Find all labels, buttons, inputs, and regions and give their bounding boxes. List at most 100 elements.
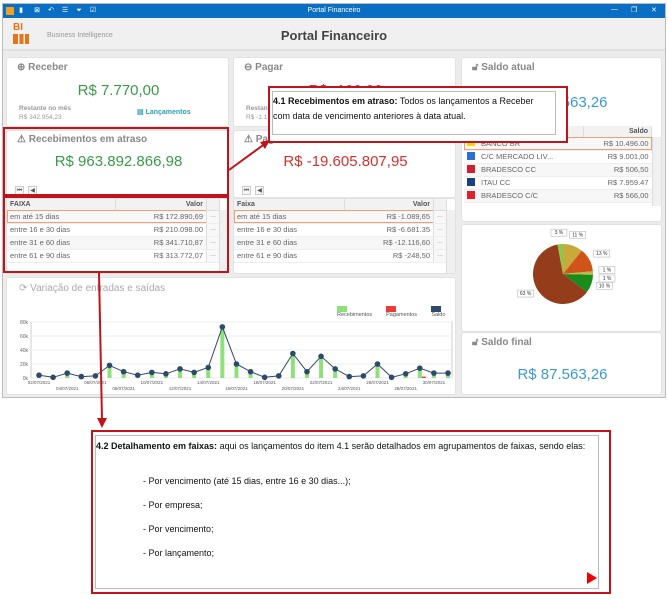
restante-label: Restante no mês — [19, 105, 72, 112]
pag-atraso-value: R$ -19.605.807,95 — [283, 153, 408, 170]
saldo-point — [360, 373, 367, 379]
y-tick-label: 80k — [20, 320, 29, 326]
recebimentos-atraso-card: ⚠ Recebimentos em atraso R$ 963.892.866,… — [6, 130, 229, 198]
saldo-point — [36, 372, 42, 378]
table-row[interactable]: entre 16 e 30 dias R$ -6.681.35 ··· — [234, 222, 447, 237]
table-row[interactable]: entre 61 e 90 dias R$ -248,50 ··· — [234, 248, 447, 263]
saldo-point — [78, 373, 85, 380]
bar-recebimentos — [149, 373, 154, 378]
saldo-final-value: R$ 87.563,26 — [517, 366, 608, 383]
account-name: BRADESCO C/C — [478, 189, 583, 203]
warning-icon: ⚠ — [17, 134, 29, 145]
pie-slice — [557, 244, 563, 274]
variacao-chart-card: ⟳ Variação de entradas e saídas Recebime… — [6, 277, 456, 395]
col-valor[interactable]: Valor — [344, 199, 435, 210]
faixa-cell: em até 15 dias — [234, 210, 345, 224]
save-icon[interactable]: ▮ — [19, 7, 23, 14]
title-bar: ▮ ⊠ ↶ ☰ ⏷ ☑ Portal Financeiro — ❐ ✕ — [3, 4, 665, 18]
faixa-cell: entre 61 e 90 dias — [7, 249, 116, 263]
x-tick-label: 18/07/2021 — [253, 380, 276, 385]
legend-item: Pagamentos — [386, 306, 425, 318]
list-icon[interactable]: ☰ — [61, 7, 69, 14]
table-row[interactable]: em até 15 dias R$ 172.890,69 ··· — [7, 209, 220, 224]
restore-button[interactable]: ❐ — [631, 7, 638, 14]
x-tick-label: 14/07/2021 — [197, 380, 220, 385]
x-tick-label: 22/07/2021 — [310, 380, 333, 385]
prev-page-button[interactable]: ◀ — [255, 186, 264, 195]
col-saldo[interactable]: Saldo — [583, 126, 652, 137]
saldo-point — [261, 374, 268, 381]
faixa-cell: entre 31 e 60 dias — [234, 236, 345, 250]
pie-label-box — [596, 282, 613, 290]
details-button[interactable]: ··· — [433, 248, 447, 263]
table-row[interactable]: entre 31 e 60 dias R$ 341.710,87 ··· — [7, 235, 220, 250]
saldo-point — [191, 369, 197, 376]
x-tick-label: 08/07/2021 — [112, 386, 135, 391]
saldo-point — [92, 373, 99, 379]
table-row[interactable]: entre 61 e 90 dias R$ 313.772,07 ··· — [7, 248, 220, 263]
annotation-4-2-heading: 4.2 Detalhamento em faixas: — [96, 441, 218, 451]
pie-label: 3 % — [555, 230, 564, 236]
saldo-point — [388, 374, 395, 381]
saldo-point — [247, 368, 254, 375]
undo-icon[interactable]: ↶ — [48, 7, 54, 14]
saldo-point — [233, 361, 240, 367]
pie-slice — [563, 250, 593, 274]
lock-icon: 🔓︎ — [472, 337, 482, 348]
play-icon[interactable] — [587, 572, 597, 584]
saldo-point — [332, 366, 338, 372]
x-tick-label: 12/07/2021 — [169, 386, 192, 391]
lancamentos-link[interactable]: ▤ Lançamentos — [137, 109, 191, 116]
first-page-button[interactable]: ⏮ — [242, 186, 251, 195]
bar-recebimentos — [178, 369, 183, 378]
chart-svg: 0k 20k 40k 60k 80k 02/07/2021 04/07/2021 06/07/… — [20, 320, 453, 391]
scrollbar[interactable] — [219, 210, 228, 273]
lock-icon: 🔓︎ — [472, 62, 482, 73]
ledger-icon: ▤ — [137, 109, 146, 116]
scrollbar[interactable] — [446, 210, 455, 273]
table-row[interactable]: BRADESCO CC R$ 506,50 — [464, 163, 652, 177]
minimize-button[interactable]: — — [611, 6, 618, 13]
annotation-4-2: 4.2 Detalhamento em faixas: aqui os lanç… — [91, 430, 611, 594]
close-doc-icon[interactable]: ⊠ — [34, 7, 40, 14]
saldo-point — [431, 370, 437, 376]
x-tick-label: 20/07/2021 — [282, 386, 305, 391]
account-saldo: R$ 566,00 — [583, 189, 652, 203]
edit-icon[interactable]: ☑ — [89, 7, 97, 14]
table-row[interactable]: BRADESCO C/C R$ 566,00 — [464, 189, 652, 203]
account-saldo: R$ 506,50 — [583, 163, 652, 177]
scrollbar[interactable] — [652, 137, 661, 206]
legend-item: Recebimentos — [337, 306, 380, 318]
receber-title: Receber — [28, 62, 68, 73]
x-tick-label: 28/07/2021 — [394, 386, 417, 391]
col-faixa[interactable]: FAIXA — [7, 199, 116, 210]
saldo-line — [38, 325, 448, 378]
bar-recebimentos — [234, 364, 239, 378]
col-faixa[interactable]: Faixa — [234, 199, 345, 210]
annotation-list-item: - Por vencimento; — [143, 524, 214, 534]
pie-slice — [533, 244, 587, 304]
saldo-point — [219, 324, 226, 330]
filter-icon[interactable]: ⏷ — [76, 7, 82, 14]
bar-recebimentos — [121, 372, 126, 378]
close-button[interactable]: ✕ — [651, 7, 657, 14]
table-row[interactable]: entre 16 e 30 dias R$ 210.098.00 ··· — [7, 222, 220, 237]
saldo-final-card: 🔓︎ Saldo final R$ 87.563,26 — [461, 332, 662, 395]
bar-recebimentos — [248, 372, 253, 378]
bar-recebimentos — [206, 368, 211, 378]
y-tick-label: 60k — [20, 334, 29, 340]
valor-cell: R$ -12.116,60 — [344, 236, 434, 250]
saldo-point — [275, 373, 282, 379]
account-name: C/C MERCADO LIV... — [478, 150, 583, 164]
col-valor[interactable]: Valor — [115, 199, 208, 210]
bar-recebimentos — [290, 354, 295, 378]
valor-cell: R$ -1.089,65 — [344, 210, 434, 224]
bar-recebimentos — [417, 366, 422, 378]
chart-title: Variação de entradas e saídas — [30, 283, 166, 294]
pie-slice — [563, 273, 593, 275]
table-row[interactable]: C/C MERCADO LIV... R$ 9.001,00 — [464, 150, 652, 164]
x-tick-label: 24/07/2021 — [338, 386, 361, 391]
table-row[interactable]: ITAU CC R$ 7.959.47 — [464, 176, 652, 190]
details-button[interactable]: ··· — [206, 209, 220, 224]
annotation-list-item: - Por empresa; — [143, 500, 203, 510]
